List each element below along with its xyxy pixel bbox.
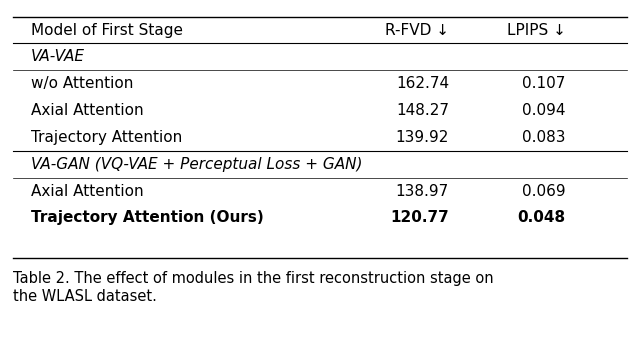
Text: 0.094: 0.094 — [522, 103, 566, 118]
Text: 0.069: 0.069 — [522, 184, 566, 199]
Text: VA-GAN (VQ-VAE + Perceptual Loss + GAN): VA-GAN (VQ-VAE + Perceptual Loss + GAN) — [31, 157, 363, 172]
Text: Axial Attention: Axial Attention — [31, 103, 144, 118]
Text: Trajectory Attention: Trajectory Attention — [31, 130, 182, 145]
Text: Axial Attention: Axial Attention — [31, 184, 144, 199]
Text: 162.74: 162.74 — [396, 76, 449, 91]
Text: 120.77: 120.77 — [390, 210, 449, 225]
Text: w/o Attention: w/o Attention — [31, 76, 134, 91]
Text: 0.048: 0.048 — [518, 210, 566, 225]
Text: 0.083: 0.083 — [522, 130, 566, 145]
Text: 138.97: 138.97 — [396, 184, 449, 199]
Text: Trajectory Attention (Ours): Trajectory Attention (Ours) — [31, 210, 264, 225]
Text: 139.92: 139.92 — [396, 130, 449, 145]
Text: 0.107: 0.107 — [522, 76, 566, 91]
Text: 148.27: 148.27 — [396, 103, 449, 118]
Text: Table 2. The effect of modules in the first reconstruction stage on
the WLASL da: Table 2. The effect of modules in the fi… — [13, 271, 493, 304]
Text: Model of First Stage: Model of First Stage — [31, 22, 183, 37]
Text: LPIPS ↓: LPIPS ↓ — [507, 22, 566, 37]
Text: R-FVD ↓: R-FVD ↓ — [385, 22, 449, 37]
Text: VA-VAE: VA-VAE — [31, 49, 85, 64]
